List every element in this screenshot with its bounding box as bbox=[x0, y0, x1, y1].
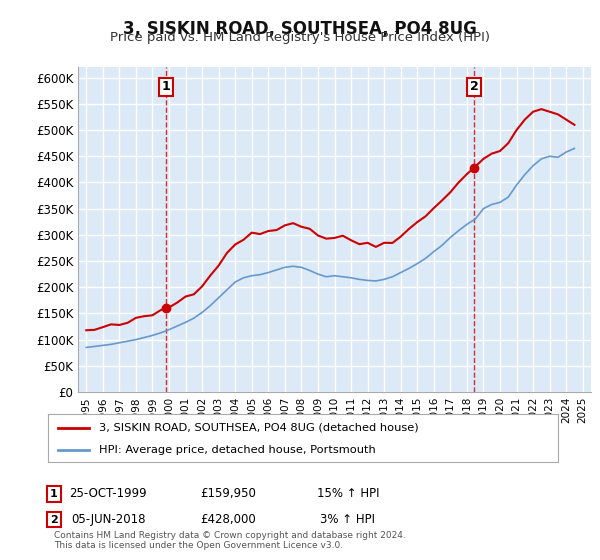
Text: 15% ↑ HPI: 15% ↑ HPI bbox=[317, 487, 379, 501]
Text: 1: 1 bbox=[161, 80, 170, 93]
Text: 2: 2 bbox=[50, 515, 58, 525]
Text: Contains HM Land Registry data © Crown copyright and database right 2024.
This d: Contains HM Land Registry data © Crown c… bbox=[54, 530, 406, 550]
Text: 3% ↑ HPI: 3% ↑ HPI bbox=[320, 513, 376, 526]
Text: 25-OCT-1999: 25-OCT-1999 bbox=[69, 487, 147, 501]
Text: £159,950: £159,950 bbox=[200, 487, 256, 501]
Text: HPI: Average price, detached house, Portsmouth: HPI: Average price, detached house, Port… bbox=[99, 445, 376, 455]
Text: 3, SISKIN ROAD, SOUTHSEA, PO4 8UG (detached house): 3, SISKIN ROAD, SOUTHSEA, PO4 8UG (detac… bbox=[99, 423, 419, 433]
Text: 3, SISKIN ROAD, SOUTHSEA, PO4 8UG: 3, SISKIN ROAD, SOUTHSEA, PO4 8UG bbox=[123, 20, 477, 38]
Text: 2: 2 bbox=[470, 80, 478, 93]
Text: 05-JUN-2018: 05-JUN-2018 bbox=[71, 513, 145, 526]
Text: £428,000: £428,000 bbox=[200, 513, 256, 526]
Text: 1: 1 bbox=[50, 489, 58, 499]
Text: Price paid vs. HM Land Registry's House Price Index (HPI): Price paid vs. HM Land Registry's House … bbox=[110, 31, 490, 44]
